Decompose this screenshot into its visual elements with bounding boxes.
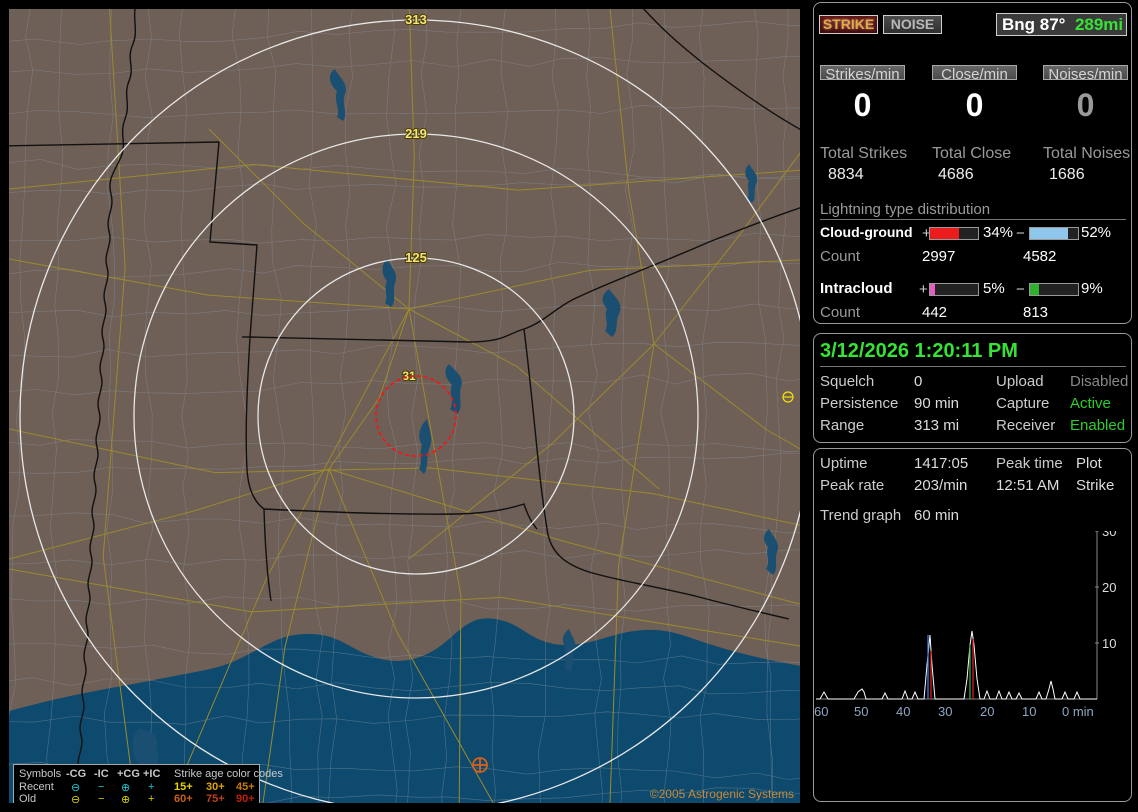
svg-text:125: 125 xyxy=(405,250,427,265)
svg-text:10: 10 xyxy=(1102,636,1116,651)
svg-text:20: 20 xyxy=(980,704,994,719)
svg-text:50: 50 xyxy=(854,704,868,719)
svg-text:31: 31 xyxy=(402,369,416,383)
svg-text:40: 40 xyxy=(896,704,910,719)
svg-text:30: 30 xyxy=(1102,531,1116,539)
svg-text:20: 20 xyxy=(1102,580,1116,595)
svg-text:30: 30 xyxy=(938,704,952,719)
svg-text:313: 313 xyxy=(405,12,427,27)
svg-text:0 min: 0 min xyxy=(1062,704,1094,719)
svg-text:10: 10 xyxy=(1022,704,1036,719)
svg-text:60: 60 xyxy=(814,704,828,719)
svg-text:219: 219 xyxy=(405,126,427,141)
